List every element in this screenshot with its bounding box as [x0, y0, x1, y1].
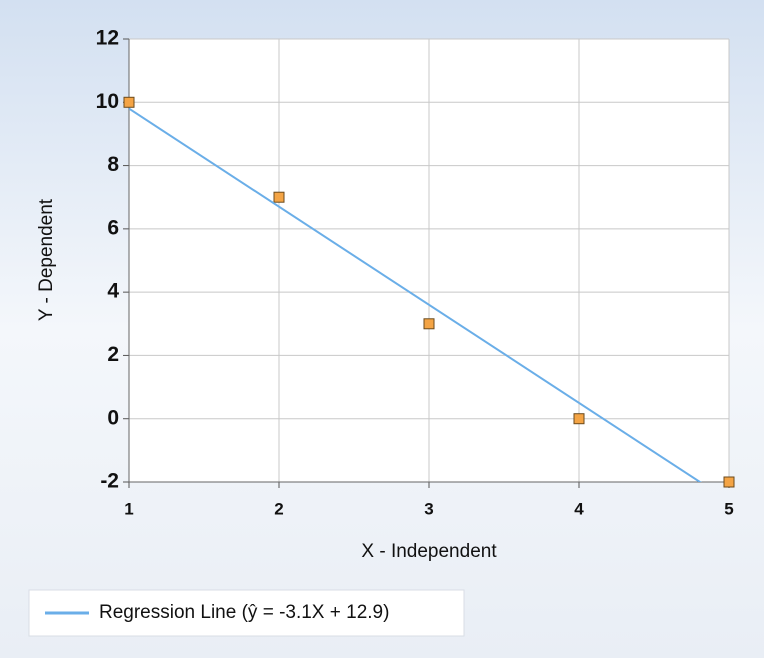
point	[423, 318, 435, 330]
point	[723, 476, 735, 488]
y-tick-label: 8	[107, 153, 119, 176]
x-tick-label: 3	[424, 499, 433, 518]
x-axis-label: X - Independent	[361, 541, 497, 562]
point	[123, 96, 135, 108]
legend-label: Regression Line (ŷ = -3.1X + 12.9)	[99, 602, 389, 623]
y-tick-label: 10	[96, 90, 119, 113]
point	[273, 191, 285, 203]
y-axis-label: Y - Dependent	[36, 198, 57, 321]
y-tick-label: 4	[107, 280, 119, 303]
x-tick-label: 5	[724, 499, 733, 518]
x-tick-label: 1	[124, 499, 133, 518]
y-tick-label: 6	[107, 216, 119, 239]
y-tick-label: 0	[107, 406, 119, 429]
x-tick-label: 4	[574, 499, 584, 518]
x-tick-label: 2	[274, 499, 283, 518]
y-tick-label: 2	[107, 343, 119, 366]
y-tick-label: -2	[100, 470, 119, 493]
y-tick-label: 12	[96, 27, 119, 50]
point	[573, 413, 585, 425]
regression-line	[129, 107, 702, 482]
legend-box	[28, 589, 465, 637]
